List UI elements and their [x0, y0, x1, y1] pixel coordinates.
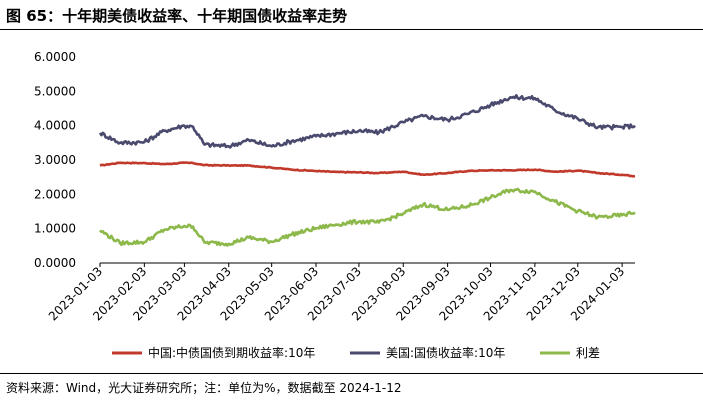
- y-tick-label: 5.0000: [34, 84, 76, 98]
- series-line-0: [99, 161, 636, 178]
- line-chart: 0.0000 1.0000 2.0000 3.0000 4.0000 5.0000 6.00…: [34, 50, 636, 360]
- series-lines: [98, 94, 636, 247]
- y-tick-label: 1.0000: [34, 222, 76, 236]
- y-tick-label: 4.0000: [34, 119, 76, 133]
- x-axis: 2023-01-032023-02-032023-03-032023-04-03…: [46, 262, 635, 323]
- legend-label: 中国:中债国债到期收益率:10年: [148, 345, 315, 360]
- legend-label: 利差: [576, 346, 600, 360]
- source-note: 资料来源：Wind，光大证券研究所；注：单位为%，数据截至 2024-1-12: [6, 381, 402, 395]
- legend: 中国:中债国债到期收益率:10年 美国:国债收益率:10年 利差: [112, 345, 600, 360]
- y-tick-label: 6.0000: [34, 50, 76, 64]
- series-line-2: [99, 187, 636, 247]
- y-tick-label: 2.0000: [34, 187, 76, 201]
- y-tick-label: 3.0000: [34, 153, 76, 167]
- legend-label: 美国:国债收益率:10年: [386, 345, 505, 360]
- series-line-1: [98, 94, 636, 149]
- title-rule: [0, 29, 703, 30]
- y-tick-label: 0.0000: [34, 256, 76, 270]
- footnote-rule: [0, 373, 703, 374]
- y-axis: 0.0000 1.0000 2.0000 3.0000 4.0000 5.0000 6.00…: [34, 50, 76, 270]
- chart-title: 图 65：十年期美债收益率、十年期国债收益率走势: [6, 7, 348, 25]
